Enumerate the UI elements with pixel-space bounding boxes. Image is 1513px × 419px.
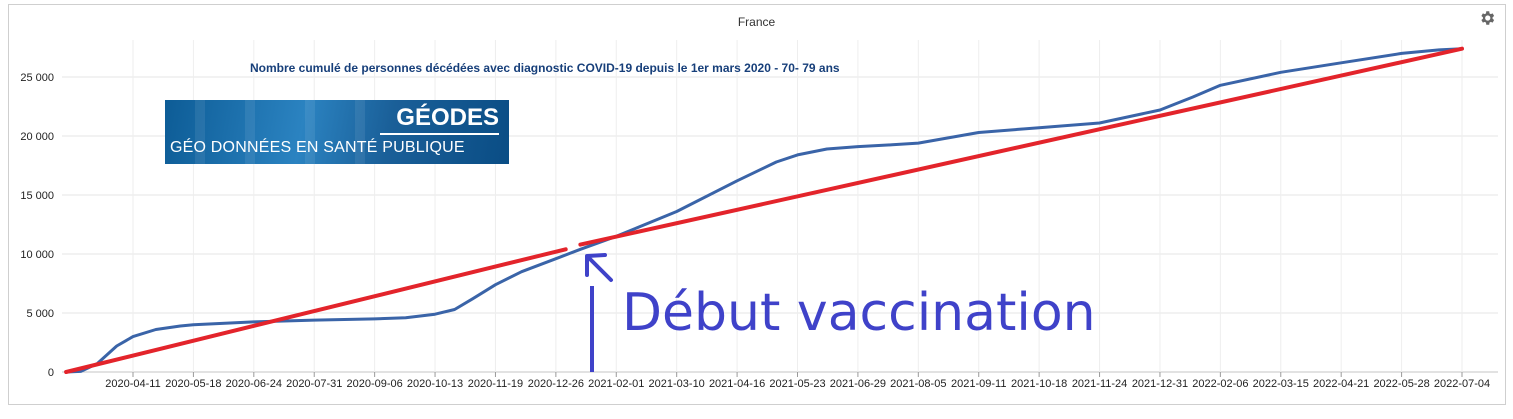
x-tick-label: 2021-02-01 [588,378,644,390]
x-tick-label: 2021-11-24 [1072,378,1127,390]
x-tick-label: 2020-05-18 [165,378,221,390]
x-tick-label: 2021-05-23 [769,378,825,390]
y-tick-label: 25 000 [20,72,54,84]
x-tick-label: 2020-10-13 [407,378,463,390]
x-tick-label: 2022-07-04 [1434,378,1490,390]
y-tick-label: 10 000 [20,249,54,261]
x-tick-label: 2020-12-26 [528,378,584,390]
geodes-logo: GÉODES GÉO DONNÉES EN SANTÉ PUBLIQUE [165,100,509,164]
trend-line-before-vaccination [64,247,568,374]
logo-title: GÉODES [396,104,499,131]
x-tick-label: 2021-09-11 [951,378,1006,390]
x-tick-label: 2020-09-06 [346,378,402,390]
chart-title: Nombre cumulé de personnes décédées avec… [250,61,840,75]
x-tick-label: 2022-05-28 [1373,378,1429,390]
trend-line-after-vaccination [578,46,1464,247]
x-tick-label: 2022-03-15 [1253,378,1309,390]
gear-icon[interactable] [1478,9,1496,27]
arrow-head [585,253,607,277]
x-tick-label: 2020-07-31 [286,378,342,390]
logo-rule [380,133,499,135]
y-tick-label: 5 000 [26,308,54,320]
x-tick-label: 2021-03-10 [649,378,705,390]
x-tick-label: 2021-08-05 [890,378,946,390]
x-tick-label: 2020-04-11 [105,378,160,390]
x-tick-label: 2021-06-29 [830,378,886,390]
arrow-shaft [586,255,613,282]
annotation-label: Début vaccination [622,283,1096,343]
x-tick-label: 2022-04-21 [1313,378,1369,390]
x-tick-label: 2021-04-16 [709,378,765,390]
x-tick-label: 2021-10-18 [1011,378,1067,390]
x-tick-label: 2020-06-24 [226,378,282,390]
logo-subtitle: GÉO DONNÉES EN SANTÉ PUBLIQUE [170,139,465,156]
y-tick-label: 20 000 [20,131,54,143]
x-tick-label: 2021-12-31 [1132,378,1188,390]
y-tick-label: 0 [48,367,54,379]
y-tick-label: 15 000 [20,190,54,202]
region-label: France [737,15,776,29]
x-tick-label: 2020-11-19 [468,378,523,390]
x-tick-label: 2022-02-06 [1192,378,1248,390]
